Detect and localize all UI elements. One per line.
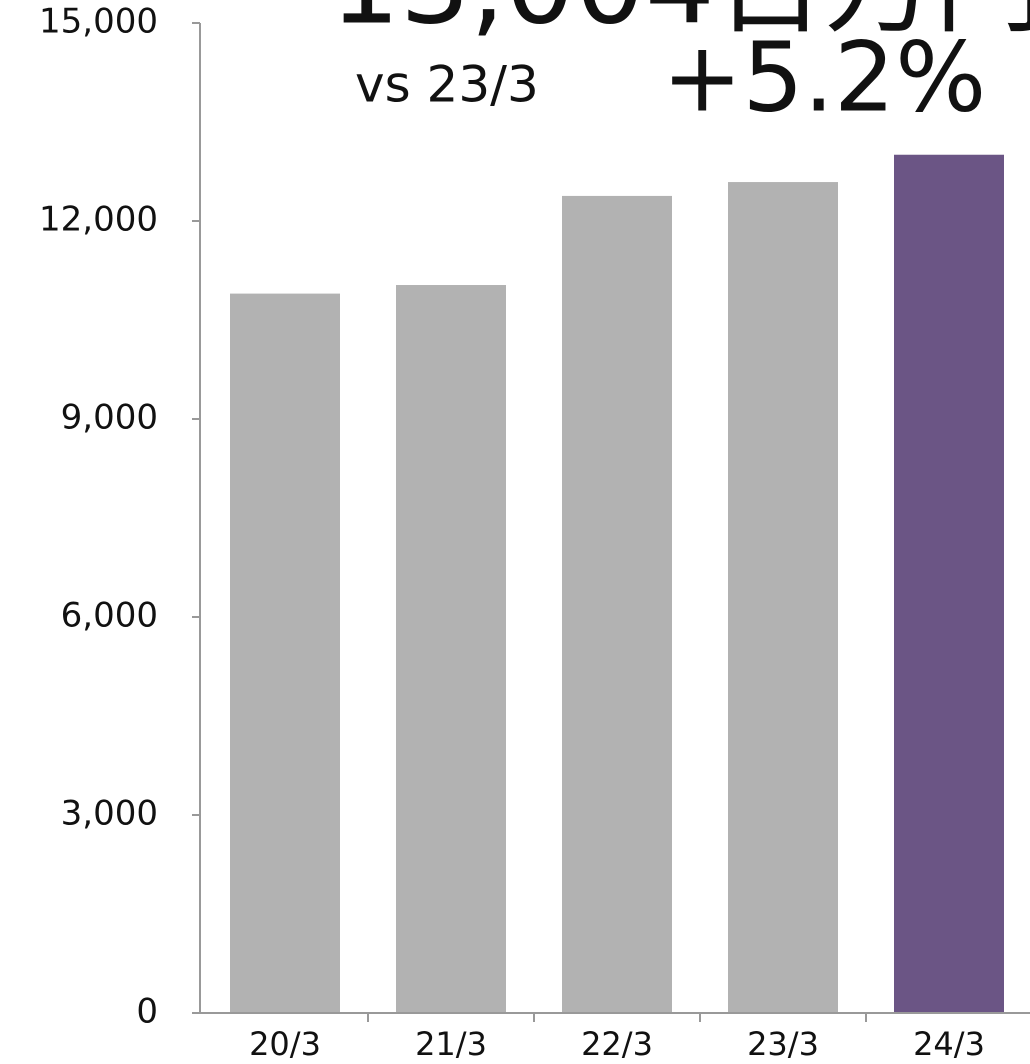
annotation-growth: +5.2% xyxy=(662,21,986,133)
y-tick-label: 0 xyxy=(136,992,158,1032)
x-tick-label: 20/3 xyxy=(249,1025,321,1063)
y-tick-label: 6,000 xyxy=(61,596,158,636)
bars xyxy=(230,154,1004,1014)
bar xyxy=(562,195,672,1014)
y-tick-label: 12,000 xyxy=(39,200,158,240)
annotation-total: 13,004百万円 xyxy=(330,0,1030,48)
x-tick-label: 21/3 xyxy=(415,1025,487,1063)
y-tick-label: 9,000 xyxy=(61,398,158,438)
y-tick-label: 3,000 xyxy=(61,794,158,834)
y-tick-label: 15,000 xyxy=(39,2,158,42)
bar xyxy=(728,182,838,1013)
bar xyxy=(396,285,506,1013)
bar xyxy=(230,293,340,1014)
x-tick-label: 23/3 xyxy=(747,1025,819,1063)
x-tick-label: 22/3 xyxy=(581,1025,653,1063)
x-tick-label: 24/3 xyxy=(913,1025,985,1063)
bar xyxy=(894,154,1004,1014)
annotation-compare: vs 23/3 xyxy=(355,56,539,114)
